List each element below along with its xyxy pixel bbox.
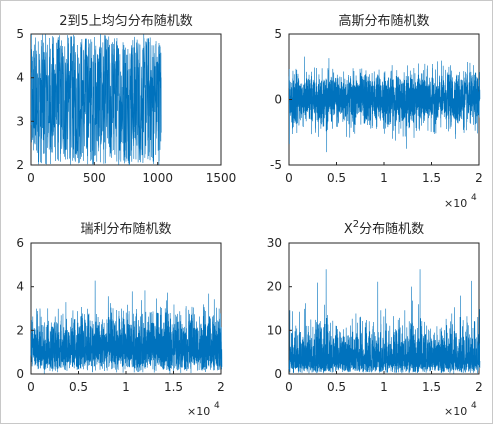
subplot-chi-square: X2分布随机数 0 0.5 1 1.5 2 ×10 4 0 10 20	[267, 219, 483, 418]
y-tick-label: 0	[16, 367, 24, 381]
y-tick-label: 3	[16, 114, 24, 128]
x-tick-label: 0.5	[69, 380, 88, 394]
subplot-title: 瑞利分布随机数	[80, 222, 171, 237]
signal-trace	[30, 280, 223, 374]
x-ticks: 0 0.5 1 1.5 2	[285, 162, 483, 185]
x-tick-label: 1	[122, 380, 130, 394]
subplot-title: 高斯分布随机数	[338, 13, 429, 29]
y-tick-label: 2	[16, 158, 24, 172]
signal-trace	[30, 34, 162, 166]
x-tick-label: 0	[27, 171, 35, 185]
data-series	[30, 280, 223, 374]
signal-trace	[288, 269, 481, 374]
signal-trace	[288, 56, 481, 153]
y-tick-label: 0	[274, 367, 282, 381]
x-tick-label: 1000	[142, 171, 173, 185]
subplot-rayleigh: 瑞利分布随机数 0 0.5 1 1.5 2 ×10 4 0 2 4 6	[16, 222, 224, 418]
y-tick-label: 6	[16, 236, 24, 250]
x-tick-label: 0.5	[327, 380, 346, 394]
data-series	[288, 56, 481, 153]
data-series	[288, 269, 481, 374]
x-tick-label: 0	[285, 171, 293, 185]
x-ticks: 0 0.5 1 1.5 2	[27, 371, 225, 394]
subplot-gaussian: 高斯分布随机数 0 0.5 1 1.5 2 ×10 4 -5 0 5	[270, 13, 483, 210]
y-tick-label: 20	[267, 280, 282, 294]
y-ticks: 0 2 4 6	[16, 236, 34, 381]
x-tick-label: 2	[475, 380, 483, 394]
x-tick-label: 1.5	[422, 380, 441, 394]
x-exponent: ×10 4	[187, 401, 220, 418]
y-tick-label: 30	[267, 236, 282, 250]
y-ticks: 2 3 4 5	[16, 27, 34, 172]
y-tick-label: 2	[16, 323, 24, 337]
y-ticks: -5 0 5	[270, 27, 292, 172]
y-tick-label: 10	[267, 323, 282, 337]
y-tick-label: 0	[274, 93, 282, 107]
x-tick-label: 1	[380, 380, 388, 394]
x-exponent: ×10 4	[444, 401, 477, 418]
title-superscript: 2	[353, 219, 359, 230]
y-tick-label: 5	[274, 27, 282, 41]
x-exponent-power: 4	[471, 401, 477, 411]
title-suffix: 分布随机数	[359, 222, 424, 237]
y-tick-label: -5	[270, 158, 282, 172]
x-tick-label: 2	[217, 380, 225, 394]
x-exponent-power: 4	[471, 193, 477, 203]
subplot-title: X2分布随机数	[344, 219, 424, 237]
x-tick-label: 0.5	[327, 171, 346, 185]
x-exponent-base: ×10	[444, 405, 467, 418]
x-tick-label: 1.5	[164, 380, 183, 394]
x-tick-label: 1.5	[422, 171, 441, 185]
x-tick-label: 2	[475, 171, 483, 185]
subplot-uniform: 2到5上均匀分布随机数 0 500 1000 1500 2 3 4 5	[16, 14, 236, 185]
x-exponent-power: 4	[214, 401, 220, 411]
y-tick-label: 5	[16, 27, 24, 41]
y-tick-label: 4	[16, 71, 24, 85]
subplot-title: 2到5上均匀分布随机数	[59, 14, 193, 29]
x-exponent-base: ×10	[444, 197, 467, 210]
x-exponent: ×10 4	[444, 193, 477, 210]
x-tick-label: 1500	[206, 171, 237, 185]
x-tick-label: 0	[285, 380, 293, 394]
x-tick-label: 500	[83, 171, 106, 185]
y-tick-label: 4	[16, 280, 24, 294]
x-ticks: 0 500 1000 1500	[27, 162, 236, 185]
title-prefix: X	[344, 222, 353, 237]
data-series	[30, 34, 162, 166]
x-exponent-base: ×10	[187, 405, 210, 418]
y-ticks: 0 10 20 30	[267, 236, 292, 381]
x-ticks: 0 0.5 1 1.5 2	[285, 371, 483, 394]
x-tick-label: 0	[27, 380, 35, 394]
x-tick-label: 1	[380, 171, 388, 185]
